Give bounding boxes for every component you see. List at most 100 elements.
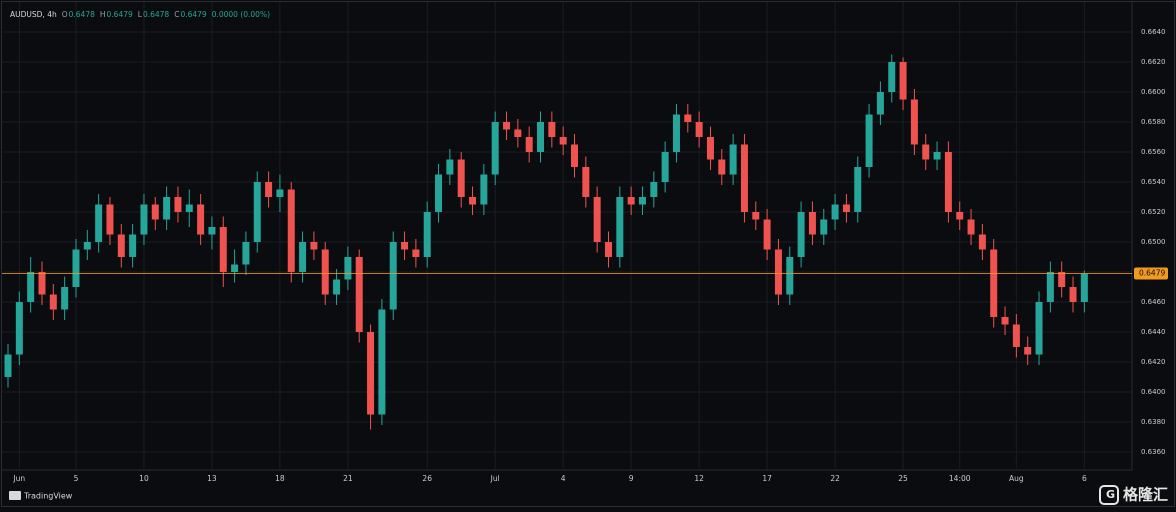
x-tick-label: 22: [830, 474, 840, 483]
x-tick-label: 14:00: [949, 474, 971, 483]
y-tick-label: 0.6460: [1141, 298, 1166, 306]
candle-body: [83, 242, 91, 250]
candle-body: [480, 174, 488, 205]
y-tick-label: 0.6640: [1141, 28, 1166, 36]
candle-body: [706, 137, 714, 160]
candle-body: [876, 92, 884, 115]
candle-body: [899, 62, 907, 100]
candle-body: [854, 167, 862, 212]
candle-body: [208, 227, 216, 235]
candle-body: [140, 204, 148, 235]
legend-field-value: 0.6479: [180, 10, 206, 19]
candle-body: [831, 204, 839, 220]
x-tick-label: 6: [1082, 474, 1087, 483]
candle-body: [638, 197, 646, 205]
candle-body: [469, 197, 477, 205]
candle-body: [1012, 324, 1020, 347]
candle-body: [672, 114, 680, 152]
candle-body: [333, 279, 341, 295]
candle-body: [740, 144, 748, 212]
candle-body: [978, 234, 986, 250]
y-tick-label: 0.6420: [1141, 358, 1166, 366]
candle-body: [446, 159, 454, 175]
legend-field-label: L: [138, 10, 143, 19]
candle-body: [276, 189, 284, 197]
legend-field-label: C: [174, 10, 179, 19]
candle-body: [457, 159, 465, 197]
candle-body: [684, 114, 692, 122]
candle-body: [287, 189, 295, 272]
candle-body: [593, 197, 601, 242]
candle-body: [582, 167, 590, 197]
candle-body: [604, 242, 612, 257]
candle-body: [763, 219, 771, 250]
candle-body: [435, 174, 443, 212]
legend-field-value: 0.6479: [107, 10, 133, 19]
candle-body: [491, 122, 499, 175]
y-tick-label: 0.6520: [1141, 208, 1166, 216]
candle-body: [888, 62, 896, 92]
candle-body: [253, 182, 261, 242]
candle-body: [355, 257, 363, 332]
legend-change: 0.0000 (0.00%): [212, 10, 270, 19]
x-tick-label: 4: [561, 474, 566, 483]
candle-body: [49, 294, 57, 310]
y-tick-label: 0.6440: [1141, 328, 1166, 336]
candle-body: [1080, 273, 1088, 302]
candle-body: [752, 212, 760, 220]
y-tick-label: 0.6380: [1141, 418, 1166, 426]
candle-body: [15, 302, 23, 355]
x-tick-label: 26: [422, 474, 432, 483]
x-tick-label: 18: [275, 474, 285, 483]
candle-body: [174, 197, 182, 212]
candle-body: [412, 249, 420, 257]
x-tick-label: 12: [694, 474, 704, 483]
candle-body: [956, 212, 964, 220]
candle-body: [344, 257, 352, 280]
candle-body: [559, 137, 567, 145]
last-price-label: 0.6479: [1139, 269, 1165, 278]
candle-body: [185, 204, 193, 212]
candle-body: [1024, 347, 1032, 355]
candle-body: [797, 212, 805, 257]
y-tick-label: 0.6580: [1141, 118, 1166, 126]
candle-body: [95, 204, 103, 242]
x-tick-label: 25: [898, 474, 908, 483]
candle-body: [27, 272, 35, 302]
candle-body: [842, 204, 850, 212]
candle-body: [321, 249, 329, 295]
grid: [2, 2, 1132, 470]
logo-icon: [1099, 485, 1119, 505]
x-tick-label: 5: [74, 474, 79, 483]
candle-body: [310, 242, 318, 250]
candle-body: [514, 129, 522, 137]
legend-field-label: O: [62, 10, 68, 19]
candle-body: [106, 204, 114, 235]
axes: 0.6360 0.6380 0.6400 0.6420 0.6440 0.6460 0.64…: [12, 28, 1168, 483]
symbol: AUDUSD, 4h: [10, 10, 57, 19]
candle-body: [786, 257, 794, 295]
watermark-icon: [9, 491, 21, 500]
candle-body: [990, 249, 998, 317]
candle-body: [910, 99, 918, 145]
candle-body: [378, 309, 386, 415]
candle-body: [774, 249, 782, 295]
legend: AUDUSD, 4h O0.6478 H0.6479 L0.6478 C0.6479 0.…: [10, 10, 270, 19]
candle-body: [197, 204, 205, 235]
y-tick-label: 0.6600: [1141, 88, 1166, 96]
candle-body: [151, 204, 159, 220]
candle-body: [537, 122, 545, 152]
candle-body: [61, 287, 69, 310]
candle-body: [650, 182, 658, 197]
logo-text: 格隆汇: [1123, 486, 1168, 504]
x-tick-label: 17: [762, 474, 772, 483]
candle-body: [1058, 272, 1066, 287]
candle-body: [718, 159, 726, 175]
candle-body: [265, 182, 273, 197]
candle-body: [525, 137, 533, 152]
candle-body: [242, 242, 250, 265]
logo-mark: G: [1106, 488, 1115, 501]
